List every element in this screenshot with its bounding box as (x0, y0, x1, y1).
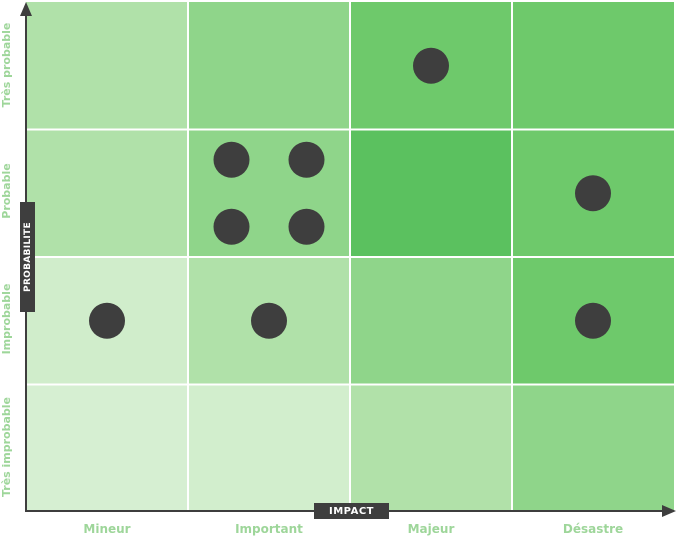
matrix-cell-r3-c3 (512, 2, 674, 130)
x-tick-important: Important (235, 522, 303, 536)
matrix-cell-r3-c0 (26, 2, 188, 130)
x-axis-arrow (662, 505, 676, 517)
matrix-cell-r0-c0 (26, 384, 188, 512)
matrix-cell-r2-c2 (350, 129, 512, 257)
risk-markers (89, 47, 611, 339)
matrix-cell-r2-c0 (26, 129, 188, 257)
risk-marker-2 (288, 141, 325, 178)
y-tick-probable: Probable (0, 163, 13, 219)
matrix-cell-r2-c1 (188, 129, 350, 257)
x-tick-desastre: Désastre (562, 522, 624, 536)
x-tick-majeur: Majeur (407, 522, 455, 536)
risk-marker-6 (89, 302, 125, 339)
matrix-cell-r0-c2 (350, 384, 512, 512)
risk-marker-0 (413, 47, 449, 84)
x-axis-title: IMPACT (314, 503, 389, 519)
risk-marker-3 (213, 208, 250, 245)
risk-marker-5 (575, 175, 611, 212)
matrix-cell-r0-c3 (512, 384, 674, 512)
risk-marker-1 (213, 141, 250, 178)
y-axis-arrow (20, 2, 32, 16)
matrix-cell-r0-c1 (188, 384, 350, 512)
y-tick-tres-improbable: Très improbable (0, 396, 13, 498)
y-axis-title: PROBABILITE (22, 222, 33, 292)
risk-marker-8 (575, 302, 611, 339)
matrix-cells (26, 2, 674, 512)
y-axis-title-badge: PROBABILITE (20, 202, 35, 312)
matrix-cell-r1-c2 (350, 257, 512, 385)
risk-marker-7 (251, 302, 287, 339)
risk-marker-4 (288, 208, 325, 245)
x-tick-mineur: Mineur (83, 522, 131, 536)
matrix-cell-r3-c1 (188, 2, 350, 130)
y-tick-improbable: Improbable (0, 283, 13, 355)
matrix-grid (26, 2, 674, 512)
y-tick-tres-probable: Très probable (0, 22, 13, 108)
